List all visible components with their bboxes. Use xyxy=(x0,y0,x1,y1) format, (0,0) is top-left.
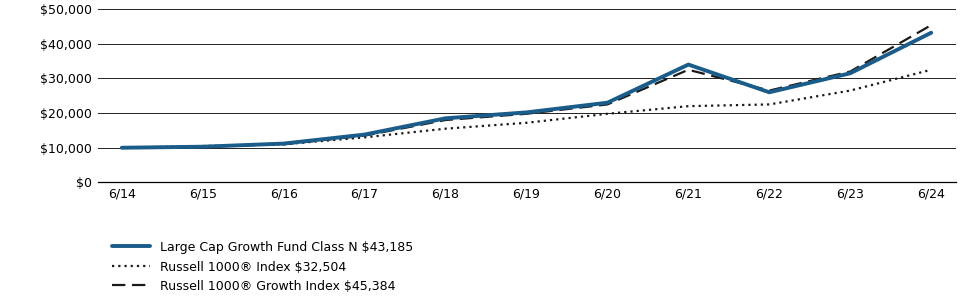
Russell 1000® Growth Index $45,384 xyxy=(763,89,775,92)
Large Cap Growth Fund Class N $43,185 xyxy=(763,91,775,94)
Russell 1000® Index $32,504 xyxy=(197,144,209,148)
Russell 1000® Growth Index $45,384 xyxy=(521,112,532,116)
Russell 1000® Index $32,504 xyxy=(602,112,613,116)
Russell 1000® Index $32,504 xyxy=(359,136,370,139)
Russell 1000® Index $32,504 xyxy=(925,68,937,71)
Russell 1000® Growth Index $45,384 xyxy=(116,146,128,150)
Russell 1000® Growth Index $45,384 xyxy=(278,143,290,146)
Russell 1000® Growth Index $45,384 xyxy=(359,134,370,137)
Russell 1000® Growth Index $45,384 xyxy=(197,145,209,149)
Large Cap Growth Fund Class N $43,185 xyxy=(925,31,937,35)
Russell 1000® Growth Index $45,384 xyxy=(682,68,694,72)
Legend: Large Cap Growth Fund Class N $43,185, Russell 1000® Index $32,504, Russell 1000: Large Cap Growth Fund Class N $43,185, R… xyxy=(112,241,413,293)
Russell 1000® Growth Index $45,384 xyxy=(602,102,613,106)
Large Cap Growth Fund Class N $43,185 xyxy=(278,142,290,145)
Russell 1000® Growth Index $45,384 xyxy=(440,118,451,122)
Large Cap Growth Fund Class N $43,185 xyxy=(682,63,694,66)
Russell 1000® Index $32,504 xyxy=(440,127,451,130)
Russell 1000® Index $32,504 xyxy=(844,89,856,92)
Russell 1000® Index $32,504 xyxy=(116,146,128,150)
Large Cap Growth Fund Class N $43,185 xyxy=(197,145,209,149)
Russell 1000® Growth Index $45,384 xyxy=(925,23,937,27)
Line: Russell 1000® Growth Index $45,384: Russell 1000® Growth Index $45,384 xyxy=(122,25,931,148)
Russell 1000® Index $32,504 xyxy=(521,121,532,125)
Large Cap Growth Fund Class N $43,185 xyxy=(602,101,613,105)
Line: Large Cap Growth Fund Class N $43,185: Large Cap Growth Fund Class N $43,185 xyxy=(122,33,931,148)
Russell 1000® Index $32,504 xyxy=(278,143,290,146)
Line: Russell 1000® Index $32,504: Russell 1000® Index $32,504 xyxy=(122,70,931,148)
Russell 1000® Index $32,504 xyxy=(682,104,694,108)
Large Cap Growth Fund Class N $43,185 xyxy=(440,116,451,120)
Large Cap Growth Fund Class N $43,185 xyxy=(359,133,370,136)
Large Cap Growth Fund Class N $43,185 xyxy=(116,146,128,150)
Large Cap Growth Fund Class N $43,185 xyxy=(521,111,532,114)
Russell 1000® Growth Index $45,384 xyxy=(844,70,856,73)
Large Cap Growth Fund Class N $43,185 xyxy=(844,71,856,75)
Russell 1000® Index $32,504 xyxy=(763,102,775,106)
